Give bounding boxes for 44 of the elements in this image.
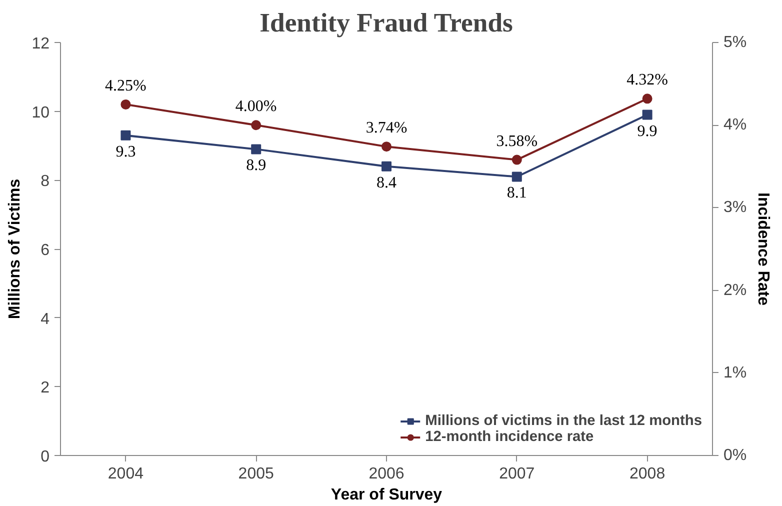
legend-label: 12-month incidence rate — [425, 429, 594, 445]
y2-tick-label: 2% — [724, 282, 747, 299]
point — [642, 94, 652, 104]
y-tick-label: 2 — [40, 380, 50, 397]
point — [642, 110, 652, 120]
data-label: 8.9 — [246, 157, 266, 174]
x-axis-title: Year of Survey — [330, 486, 442, 504]
x-tick-label: 2004 — [108, 466, 144, 482]
y2-tick-label: 0% — [724, 447, 747, 464]
y-tick-label: 4 — [40, 310, 50, 328]
y-tick-label: 6 — [40, 242, 50, 259]
y-tick-label: 8 — [40, 173, 50, 190]
y-axis-title: Millions of Victims — [6, 178, 24, 320]
y2-axis-title: Incidence Rate — [754, 192, 772, 306]
y-tick-label: 10 — [32, 104, 50, 122]
y2-tick-label: 3% — [724, 199, 747, 216]
point — [120, 99, 131, 110]
point — [120, 130, 131, 140]
data-label: 3.58% — [496, 132, 538, 150]
data-label: 4.25% — [105, 77, 146, 94]
x-tick-label: 2008 — [630, 466, 666, 482]
x-tick-label: 2005 — [238, 466, 274, 482]
point — [382, 142, 392, 152]
point — [251, 120, 262, 130]
y-tick-label: 12 — [32, 36, 50, 52]
data-label: 4.32% — [626, 72, 668, 89]
data-label: 9.9 — [637, 122, 658, 140]
y2-tick-label: 4% — [724, 116, 747, 134]
y2-tick-label: 5% — [724, 34, 747, 51]
x-tick-label: 2007 — [499, 466, 535, 482]
data-label: 3.74% — [366, 120, 408, 137]
point — [512, 172, 522, 182]
y2-tick-label: 1% — [724, 364, 747, 382]
point — [382, 161, 392, 172]
data-label: 4.00% — [235, 98, 277, 116]
point — [512, 154, 522, 165]
data-label: 8.4 — [376, 174, 396, 192]
data-label: 9.3 — [116, 143, 136, 160]
y-tick-label: 0 — [40, 448, 50, 466]
chart-title: Identity Fraud Trends — [260, 8, 513, 38]
legend-label: Millions of victims in the last 12 months — [425, 413, 702, 429]
x-tick-label: 2006 — [368, 466, 404, 482]
data-label: 8.1 — [506, 184, 527, 202]
point — [251, 144, 262, 154]
